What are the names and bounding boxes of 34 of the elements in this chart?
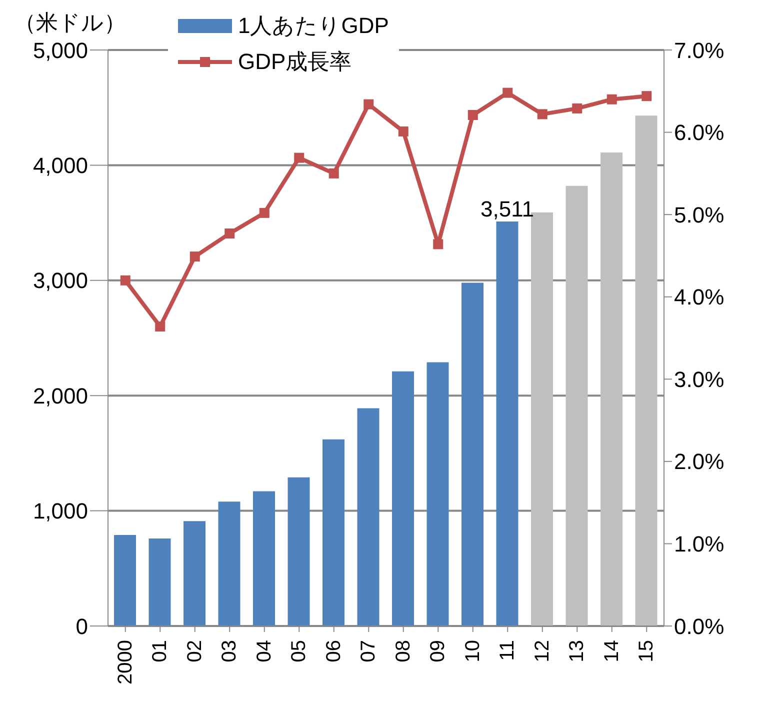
y-tick-label: 5,000 — [32, 38, 88, 63]
x-tick-label: 06 — [322, 640, 345, 662]
y-tick-label: 4,000 — [32, 153, 88, 178]
y-tick-label: 0 — [76, 614, 88, 639]
y-tick-label: 3,000 — [32, 268, 88, 294]
x-tick-label: 12 — [531, 640, 554, 662]
x-tick-label: 15 — [636, 640, 658, 662]
y-axis-title: （米ドル） — [14, 9, 126, 37]
y-tick-label: 1,000 — [32, 498, 88, 524]
x-tick-label: 11 — [496, 640, 519, 661]
x-tick-label: 14 — [600, 640, 623, 662]
x-tick-label: 03 — [218, 640, 241, 662]
y2-tick-label: 6.0% — [674, 120, 724, 146]
x-tick-label: 2000 — [114, 640, 136, 684]
x-tick-label: 09 — [427, 640, 450, 662]
x-tick-label: 01 — [149, 640, 172, 662]
y2-tick-label: 1.0% — [674, 532, 724, 557]
x-tick-label: 08 — [392, 640, 414, 662]
data-label: 3,511 — [480, 196, 534, 222]
y2-tick-label: 4.0% — [674, 284, 724, 310]
x-tick-label: 05 — [288, 640, 310, 662]
legend-label: GDP成長率 — [238, 48, 352, 76]
x-tick-label: 04 — [253, 640, 276, 662]
y2-tick-label: 2.0% — [674, 449, 724, 474]
y2-tick-label: 5.0% — [674, 202, 724, 228]
y2-tick-label: 7.0% — [674, 38, 724, 63]
x-tick-label: 10 — [462, 640, 484, 662]
y2-tick-label: 3.0% — [674, 366, 724, 392]
x-tick-label: 02 — [184, 640, 206, 662]
x-tick-label: 13 — [566, 640, 588, 662]
legend-label: 1人あたりGDP — [238, 12, 389, 40]
y2-tick-label: 0.0% — [674, 614, 724, 639]
y-tick-label: 2,000 — [32, 383, 88, 408]
x-tick-label: 07 — [358, 640, 380, 662]
